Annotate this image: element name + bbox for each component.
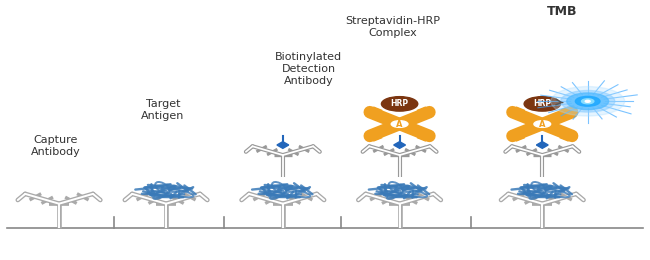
Text: Target
Antigen: Target Antigen [141,99,185,121]
Text: HRP: HRP [391,99,409,108]
Text: TMB: TMB [547,5,577,18]
Text: A: A [539,120,545,128]
Circle shape [524,97,560,111]
Circle shape [534,121,551,127]
Polygon shape [394,142,406,148]
Polygon shape [417,136,430,141]
Text: A: A [396,120,403,128]
Circle shape [575,96,600,106]
Polygon shape [417,107,430,112]
Polygon shape [370,136,382,141]
Polygon shape [560,107,572,112]
Polygon shape [512,136,525,141]
Circle shape [382,97,418,111]
Polygon shape [370,107,382,112]
Polygon shape [512,107,525,112]
Circle shape [582,99,594,104]
Circle shape [391,121,408,127]
Text: Biotinylated
Detection
Antibody: Biotinylated Detection Antibody [275,53,343,86]
Text: HRP: HRP [533,99,551,108]
Polygon shape [536,142,548,148]
Text: Streptavidin-HRP
Complex: Streptavidin-HRP Complex [346,16,441,38]
Circle shape [567,93,608,110]
Circle shape [560,90,615,112]
Polygon shape [560,136,572,141]
Text: Capture
Antibody: Capture Antibody [31,135,81,157]
Circle shape [551,87,625,116]
Polygon shape [277,142,289,148]
Circle shape [585,100,590,102]
